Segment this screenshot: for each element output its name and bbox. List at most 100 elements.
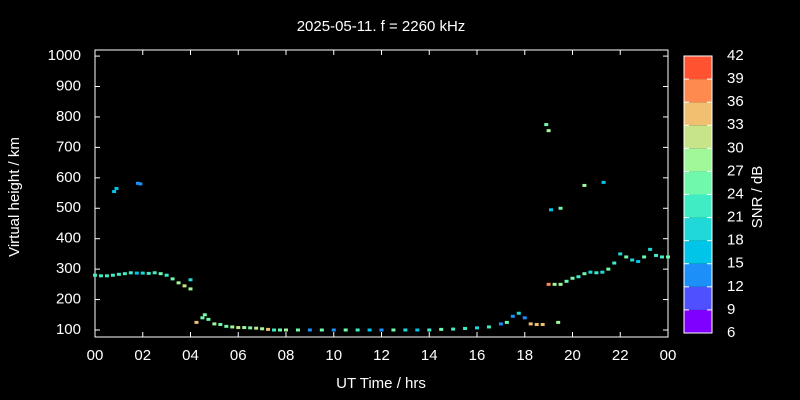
data-point bbox=[549, 208, 554, 212]
data-point bbox=[206, 317, 211, 321]
y-tick-label: 100 bbox=[56, 321, 81, 338]
data-point bbox=[128, 271, 133, 275]
data-point bbox=[427, 328, 432, 332]
x-axis-label: UT Time / hrs bbox=[336, 375, 426, 392]
data-point bbox=[546, 129, 551, 133]
data-point bbox=[200, 316, 205, 320]
colorbar-label: SNR / dB bbox=[749, 166, 766, 229]
colorbar-tick-label: 24 bbox=[727, 185, 744, 202]
colorbar-tick-label: 18 bbox=[727, 232, 744, 249]
colorbar-tick-label: 6 bbox=[727, 324, 735, 341]
colorbar-band bbox=[684, 148, 712, 172]
data-point bbox=[522, 316, 527, 320]
y-tick-label: 500 bbox=[56, 199, 81, 216]
data-point bbox=[504, 320, 509, 324]
data-point bbox=[415, 328, 420, 332]
data-point bbox=[594, 271, 599, 275]
y-tick-label: 1000 bbox=[48, 47, 81, 64]
data-point bbox=[552, 282, 557, 286]
data-point bbox=[606, 267, 611, 271]
data-point bbox=[642, 255, 647, 259]
colorbar-tick-label: 12 bbox=[727, 278, 744, 295]
data-point bbox=[284, 328, 288, 332]
data-point bbox=[588, 270, 593, 274]
data-point bbox=[260, 327, 265, 331]
data-point bbox=[528, 322, 533, 326]
colorbar-band bbox=[684, 171, 712, 195]
colorbar-tick-label: 30 bbox=[727, 139, 744, 156]
x-tick-label: 04 bbox=[182, 347, 199, 364]
x-tick-label: 08 bbox=[278, 347, 295, 364]
data-point bbox=[242, 326, 247, 330]
data-point bbox=[146, 271, 151, 275]
y-tick-label: 300 bbox=[56, 260, 81, 277]
data-point bbox=[624, 255, 629, 259]
data-point bbox=[403, 328, 408, 332]
data-point bbox=[558, 206, 563, 210]
data-point bbox=[636, 260, 641, 264]
data-point bbox=[114, 186, 119, 190]
data-point bbox=[152, 271, 157, 275]
colorbar-band bbox=[684, 56, 712, 80]
x-tick-label: 00 bbox=[660, 347, 677, 364]
colorbar-band bbox=[684, 240, 712, 264]
data-point bbox=[451, 327, 456, 331]
y-tick-label: 700 bbox=[56, 138, 81, 155]
x-tick-label: 16 bbox=[469, 347, 486, 364]
data-point bbox=[601, 180, 606, 184]
data-point bbox=[612, 261, 617, 265]
colorbar-band bbox=[684, 286, 712, 310]
data-point bbox=[194, 320, 199, 324]
data-point bbox=[600, 270, 605, 274]
colorbar-tick-label: 33 bbox=[727, 116, 744, 133]
data-point bbox=[439, 327, 444, 331]
x-tick-label: 18 bbox=[516, 347, 533, 364]
data-point bbox=[116, 272, 121, 276]
data-point bbox=[534, 323, 539, 327]
data-point bbox=[666, 255, 670, 259]
colorbar-tick-label: 27 bbox=[727, 162, 744, 179]
data-point bbox=[135, 181, 140, 185]
data-point bbox=[463, 326, 468, 330]
colorbar-band bbox=[684, 125, 712, 149]
colorbar-band bbox=[684, 263, 712, 287]
x-tick-label: 00 bbox=[87, 347, 104, 364]
colorbar-band bbox=[684, 194, 712, 218]
data-point bbox=[230, 325, 235, 329]
data-point bbox=[570, 276, 575, 280]
colorbar-tick-label: 42 bbox=[727, 47, 744, 64]
data-point bbox=[379, 328, 384, 332]
data-point bbox=[582, 272, 587, 276]
data-point bbox=[295, 328, 300, 332]
data-point bbox=[176, 281, 181, 285]
data-point bbox=[331, 328, 336, 332]
data-point bbox=[272, 328, 277, 332]
data-point bbox=[278, 328, 283, 332]
y-tick-label: 800 bbox=[56, 108, 81, 125]
data-point bbox=[576, 275, 581, 279]
data-point bbox=[630, 258, 635, 262]
data-point bbox=[202, 313, 207, 317]
data-point bbox=[564, 279, 569, 283]
data-point bbox=[182, 284, 187, 288]
data-point bbox=[475, 326, 479, 330]
data-point bbox=[498, 322, 503, 326]
data-point bbox=[170, 277, 175, 281]
data-point bbox=[540, 323, 545, 327]
x-tick-label: 10 bbox=[325, 347, 342, 364]
data-point bbox=[134, 271, 139, 275]
data-point bbox=[158, 272, 163, 276]
data-point bbox=[112, 190, 117, 194]
data-point bbox=[648, 247, 653, 251]
y-tick-label: 400 bbox=[56, 230, 81, 247]
data-point bbox=[164, 273, 169, 277]
x-tick-label: 22 bbox=[612, 347, 629, 364]
data-point bbox=[122, 272, 127, 276]
colorbar-band bbox=[684, 217, 712, 241]
data-point bbox=[618, 252, 623, 256]
data-point bbox=[510, 314, 515, 318]
x-tick-label: 20 bbox=[564, 347, 581, 364]
colorbar-band bbox=[684, 79, 712, 103]
colorbar-band bbox=[684, 102, 712, 126]
x-tick-label: 06 bbox=[230, 347, 247, 364]
